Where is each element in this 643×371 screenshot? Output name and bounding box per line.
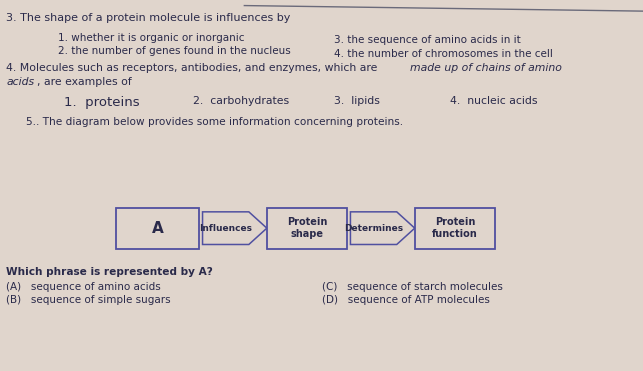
Text: Determines: Determines [344, 224, 403, 233]
Text: 4.  nucleic acids: 4. nucleic acids [450, 96, 538, 106]
Text: 2. the number of genes found in the nucleus: 2. the number of genes found in the nucl… [58, 46, 291, 56]
Text: Protein
shape: Protein shape [287, 217, 327, 239]
Text: 5.. The diagram below provides some information concerning proteins.: 5.. The diagram below provides some info… [26, 117, 403, 127]
Text: (C)   sequence of starch molecules: (C) sequence of starch molecules [322, 282, 502, 292]
Text: Protein
function: Protein function [432, 217, 478, 239]
Text: (D)   sequence of ATP molecules: (D) sequence of ATP molecules [322, 295, 489, 305]
Text: Influences: Influences [199, 224, 252, 233]
FancyBboxPatch shape [267, 208, 347, 249]
FancyBboxPatch shape [415, 208, 495, 249]
Text: made up of chains of amino: made up of chains of amino [410, 63, 562, 73]
Text: 3.  lipids: 3. lipids [334, 96, 380, 106]
Polygon shape [203, 212, 267, 244]
Text: 1. whether it is organic or inorganic: 1. whether it is organic or inorganic [58, 33, 244, 43]
Text: 2.  carbohydrates: 2. carbohydrates [193, 96, 289, 106]
Text: 3. the sequence of amino acids in it: 3. the sequence of amino acids in it [334, 35, 521, 45]
Text: Which phrase is represented by A?: Which phrase is represented by A? [6, 267, 213, 277]
Text: 3. The shape of a protein molecule is influences by: 3. The shape of a protein molecule is in… [6, 13, 291, 23]
Text: acids: acids [6, 77, 35, 87]
Text: (B)   sequence of simple sugars: (B) sequence of simple sugars [6, 295, 171, 305]
Text: 4. Molecules such as receptors, antibodies, and enzymes, which are: 4. Molecules such as receptors, antibodi… [6, 63, 381, 73]
Text: 1.  proteins: 1. proteins [64, 96, 140, 109]
Text: A: A [152, 221, 163, 236]
Text: 4. the number of chromosomes in the cell: 4. the number of chromosomes in the cell [334, 49, 553, 59]
Polygon shape [350, 212, 415, 244]
FancyBboxPatch shape [116, 208, 199, 249]
Text: , are examples of: , are examples of [37, 77, 131, 87]
Text: (A)   sequence of amino acids: (A) sequence of amino acids [6, 282, 161, 292]
